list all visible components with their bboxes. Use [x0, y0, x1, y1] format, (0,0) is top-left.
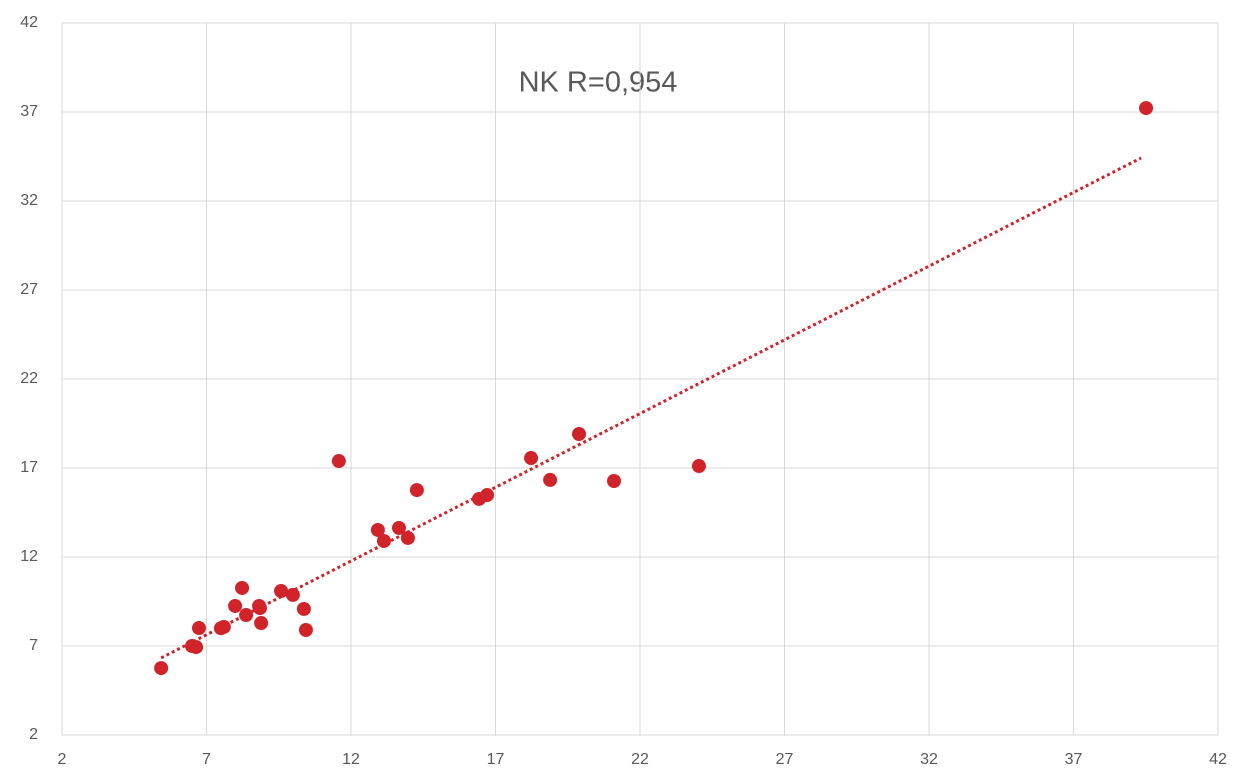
- point: [480, 488, 495, 503]
- x-tick-label: 32: [920, 751, 938, 768]
- x-tick-label: 7: [202, 751, 211, 768]
- point: [370, 522, 385, 537]
- point: [254, 616, 269, 631]
- point: [296, 601, 311, 616]
- point: [606, 473, 621, 488]
- point: [572, 427, 587, 442]
- y-tick-label: 27: [20, 281, 38, 298]
- point: [691, 459, 706, 474]
- y-tick-label: 7: [29, 637, 38, 654]
- point: [191, 621, 206, 636]
- point: [189, 640, 204, 655]
- point: [400, 530, 415, 545]
- point: [376, 533, 391, 548]
- point: [331, 454, 346, 469]
- y-tick-label: 12: [20, 548, 38, 565]
- x-tick-label: 17: [487, 751, 505, 768]
- x-tick-label: 42: [1209, 751, 1227, 768]
- x-tick-label: 37: [1065, 751, 1083, 768]
- y-tick-label: 32: [20, 192, 38, 209]
- point: [252, 601, 267, 616]
- point: [1139, 101, 1154, 116]
- trendline: [160, 156, 1142, 660]
- y-tick-label: 42: [20, 14, 38, 31]
- y-tick-label: 17: [20, 459, 38, 476]
- x-tick-label: 27: [776, 751, 794, 768]
- point: [409, 483, 424, 498]
- point: [298, 622, 313, 637]
- x-tick-label: 2: [58, 751, 67, 768]
- point: [524, 451, 539, 466]
- y-tick-label: 2: [29, 726, 38, 743]
- y-tick-label: 37: [20, 103, 38, 120]
- x-tick-label: 22: [631, 751, 649, 768]
- point: [228, 598, 243, 613]
- point: [239, 608, 254, 623]
- x-tick-label: 12: [342, 751, 360, 768]
- point: [216, 619, 231, 634]
- annotation: NK R=0,954: [519, 67, 678, 99]
- y-tick-label: 22: [20, 370, 38, 387]
- point: [274, 583, 289, 598]
- point: [543, 472, 558, 487]
- point: [285, 587, 300, 602]
- point: [235, 580, 250, 595]
- point: [154, 661, 169, 676]
- point: [391, 520, 406, 535]
